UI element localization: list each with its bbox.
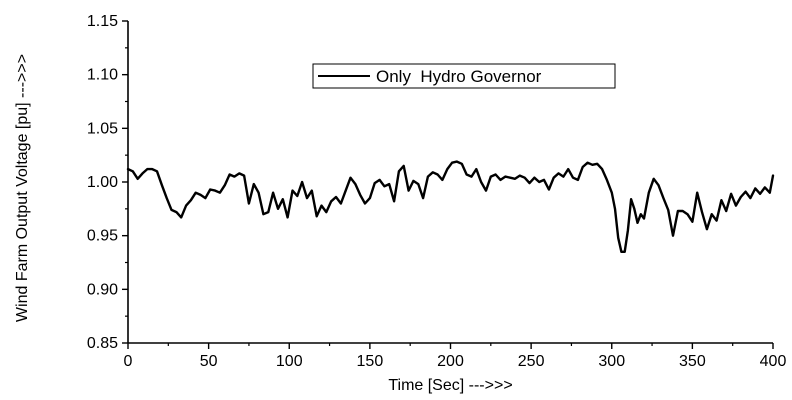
legend: Only Hydro Governor bbox=[312, 63, 616, 89]
x-tick-label: 150 bbox=[357, 353, 384, 370]
x-axis-ticks: 0 50 100 150 200 250 300 350 400 bbox=[124, 343, 787, 370]
y-tick-label: 1.15 bbox=[87, 13, 118, 30]
x-tick-label: 350 bbox=[679, 353, 706, 370]
y-tick-label: 1.00 bbox=[87, 174, 118, 191]
y-tick-label: 0.95 bbox=[87, 228, 118, 245]
x-tick-label: 250 bbox=[518, 353, 545, 370]
x-tick-label: 300 bbox=[598, 353, 625, 370]
y-axis-ticks: 0.85 0.90 0.95 1.00 1.05 1.10 1.15 bbox=[87, 13, 128, 352]
y-axis-title: Wind Farm Output Voltage [pu] --->>> bbox=[14, 54, 31, 322]
x-axis-title: Time [Sec] --->>> bbox=[388, 377, 512, 394]
x-tick-label: 400 bbox=[760, 353, 787, 370]
y-tick-label: 1.05 bbox=[87, 120, 118, 137]
x-tick-label: 200 bbox=[437, 353, 464, 370]
series-line bbox=[126, 160, 775, 254]
y-tick-label: 0.85 bbox=[87, 335, 118, 352]
x-tick-label: 100 bbox=[276, 353, 303, 370]
legend-label: Only Hydro Governor bbox=[376, 67, 542, 86]
x-tick-label: 0 bbox=[124, 353, 133, 370]
y-tick-label: 1.10 bbox=[87, 67, 118, 84]
x-tick-label: 50 bbox=[200, 353, 218, 370]
y-tick-label: 0.90 bbox=[87, 281, 118, 298]
series-layer bbox=[126, 160, 775, 254]
